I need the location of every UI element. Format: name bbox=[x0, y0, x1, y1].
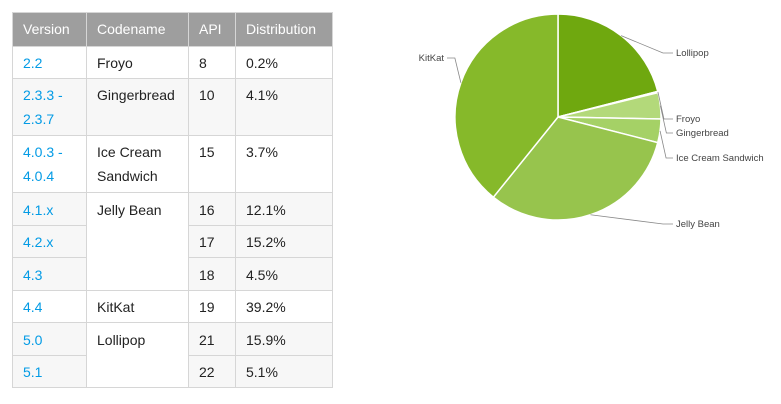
distribution-cell: 4.5% bbox=[235, 257, 333, 291]
pie-leader-gingerbread bbox=[659, 105, 673, 134]
distribution-cell: 15.9% bbox=[235, 322, 333, 356]
pie-leader-lines bbox=[447, 35, 673, 225]
api-cell: 21 bbox=[188, 322, 236, 356]
pie-label-lollipop: Lollipop bbox=[676, 48, 709, 59]
table-row: 2.3.3 - 2.3.7 Gingerbread 10 4.1% bbox=[12, 78, 333, 136]
codename-cell: Gingerbread bbox=[86, 78, 189, 136]
api-cell: 10 bbox=[188, 78, 236, 136]
table-row: 4.0.3 - 4.0.4 Ice Cream Sandwich 15 3.7% bbox=[12, 135, 333, 193]
header-distribution: Distribution bbox=[235, 12, 333, 47]
version-cell[interactable]: 2.2 bbox=[12, 46, 87, 79]
distribution-table: Version Codename API Distribution 2.2 Fr… bbox=[12, 12, 333, 388]
pie-leader-jelly-bean bbox=[590, 214, 673, 225]
api-cell: 8 bbox=[188, 46, 236, 79]
distribution-cell: 12.1% bbox=[235, 192, 333, 226]
codename-cell: KitKat bbox=[86, 290, 189, 323]
version-cell[interactable]: 5.0 bbox=[12, 322, 87, 356]
distribution-cell: 3.7% bbox=[235, 135, 333, 193]
pie-slices bbox=[454, 13, 662, 221]
api-cell: 17 bbox=[188, 225, 236, 258]
pie-slice-kitkat bbox=[454, 13, 559, 199]
table-row: 4.1.x Jelly Bean 16 12.1% bbox=[12, 192, 333, 291]
header-version: Version bbox=[12, 12, 87, 47]
api-cell: 22 bbox=[188, 355, 236, 388]
version-cell[interactable]: 5.1 bbox=[12, 355, 87, 388]
pie-label-kitkat: KitKat bbox=[419, 53, 445, 64]
codename-cell: Ice Cream Sandwich bbox=[86, 135, 189, 193]
distribution-cell: 0.2% bbox=[235, 46, 333, 79]
codename-cell: Froyo bbox=[86, 46, 189, 79]
table-row: 4.2.x 17 15.2% bbox=[12, 225, 333, 258]
pie-label-ice-cream-sandwich: Ice Cream Sandwich bbox=[676, 153, 764, 164]
api-cell: 15 bbox=[188, 135, 236, 193]
version-cell[interactable]: 2.3.3 - 2.3.7 bbox=[12, 78, 87, 136]
table-header-row: Version Codename API Distribution bbox=[12, 12, 333, 47]
api-cell: 16 bbox=[188, 192, 236, 226]
header-codename: Codename bbox=[86, 12, 189, 47]
table-row: 4.3 18 4.5% bbox=[12, 257, 333, 291]
codename-cell: Jelly Bean bbox=[86, 192, 189, 291]
distribution-pie-chart: Lollipop Froyo Gingerbread Ice Cream Sandwi… bbox=[419, 13, 764, 230]
version-cell[interactable]: 4.0.3 - 4.0.4 bbox=[12, 135, 87, 193]
api-cell: 19 bbox=[188, 290, 236, 323]
version-cell[interactable]: 4.1.x bbox=[12, 192, 87, 226]
distribution-cell: 5.1% bbox=[235, 355, 333, 388]
pie-slice-lollipop bbox=[557, 13, 659, 118]
api-cell: 18 bbox=[188, 257, 236, 291]
version-cell[interactable]: 4.4 bbox=[12, 290, 87, 323]
header-api: API bbox=[188, 12, 236, 47]
pie-leader-ice-cream-sandwich bbox=[659, 130, 673, 159]
pie-label-froyo: Froyo bbox=[676, 114, 700, 125]
pie-leader-kitkat bbox=[447, 57, 462, 83]
pie-leader-froyo bbox=[657, 91, 673, 120]
codename-cell: Lollipop bbox=[86, 322, 189, 388]
pie-label-jelly-bean: Jelly Bean bbox=[676, 219, 720, 230]
table-row: 4.4 KitKat 19 39.2% bbox=[12, 290, 333, 323]
version-cell[interactable]: 4.3 bbox=[12, 257, 87, 291]
pie-slice-jelly-bean bbox=[492, 116, 659, 221]
distribution-cell: 15.2% bbox=[235, 225, 333, 258]
pie-labels: Lollipop Froyo Gingerbread Ice Cream Sandwi… bbox=[419, 48, 764, 230]
distribution-cell: 4.1% bbox=[235, 78, 333, 136]
pie-label-gingerbread: Gingerbread bbox=[676, 128, 729, 139]
version-cell[interactable]: 4.2.x bbox=[12, 225, 87, 258]
table-row: 5.0 Lollipop 21 15.9% bbox=[12, 322, 333, 388]
table-row: 2.2 Froyo 8 0.2% bbox=[12, 46, 333, 79]
pie-leader-lollipop bbox=[620, 35, 673, 54]
distribution-cell: 39.2% bbox=[235, 290, 333, 323]
